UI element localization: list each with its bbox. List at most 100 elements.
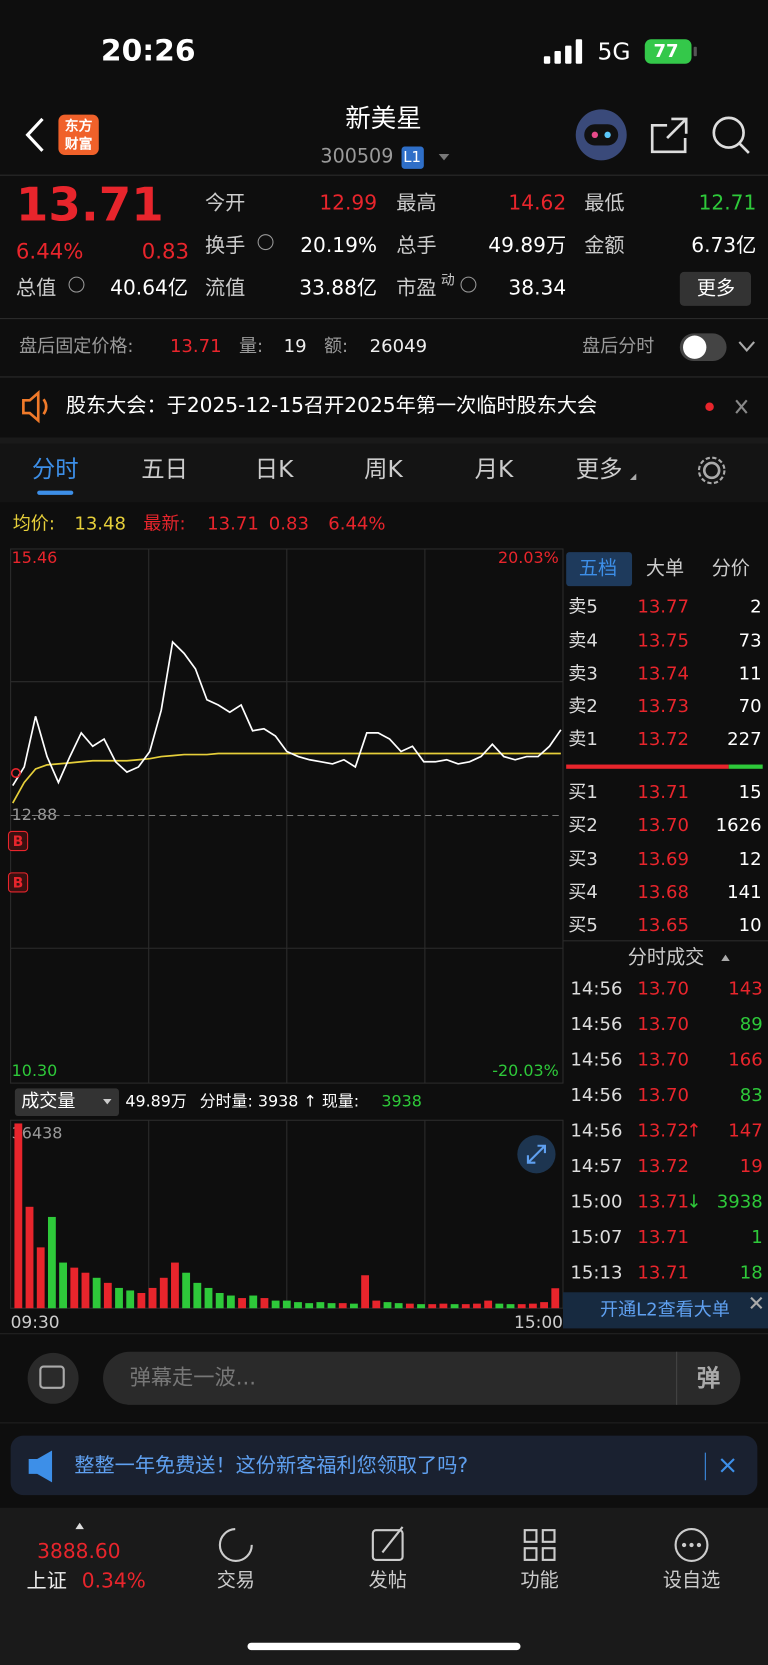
- collapse-icon[interactable]: [721, 954, 730, 961]
- close-ad[interactable]: [720, 1458, 735, 1473]
- more-button[interactable]: [679, 271, 752, 306]
- info-icon[interactable]: [257, 234, 274, 251]
- book-level: 卖2: [568, 696, 598, 717]
- index-arrow: [75, 1522, 84, 1530]
- trade-marker: B: [13, 875, 24, 891]
- volume-bar: [193, 1282, 202, 1309]
- notice[interactable]: 股东大会：于2025-12-15召开2025年第一次临时股东大会: [66, 393, 597, 417]
- book-volume: 12: [739, 849, 762, 870]
- trade-arrow: ↓: [686, 1191, 701, 1212]
- volume-bar: [473, 1303, 481, 1309]
- volume-selector[interactable]: [14, 1088, 119, 1117]
- trade-time: 15:00: [570, 1191, 622, 1212]
- volume-bar: [25, 1206, 34, 1309]
- volume-bar: [137, 1293, 146, 1309]
- toggle-knob: [683, 335, 707, 359]
- tab[interactable]: 五日: [141, 455, 188, 483]
- legend-item: 13.71: [207, 514, 259, 535]
- settings-gear: [697, 456, 726, 485]
- volume-bar: [260, 1298, 269, 1309]
- stat-value: 12.99: [319, 190, 377, 214]
- volume-bar: [394, 1303, 403, 1309]
- volume-bar: [461, 1304, 470, 1309]
- tab[interactable]: 分时: [32, 455, 79, 483]
- l2-banner[interactable]: 开通L2查看大单: [600, 1299, 730, 1320]
- stat-label: 流值: [205, 275, 245, 299]
- stat-value: 33.88亿: [299, 275, 377, 299]
- trade-volume: 83: [740, 1085, 763, 1106]
- price-line: [12, 752, 561, 804]
- stat-value: 49.89万: [488, 233, 566, 257]
- volume-tick-label: 36438: [12, 1124, 63, 1143]
- settings-button[interactable]: [702, 461, 721, 480]
- logo[interactable]: [58, 114, 99, 156]
- volume-bar: [204, 1287, 213, 1309]
- y2-tick-label: -20.03%: [492, 1061, 558, 1080]
- change-pct: 6.44%: [16, 240, 83, 265]
- trade-time: 14:56: [570, 979, 622, 1000]
- avatar-face: [584, 124, 619, 146]
- legend-item: 13.48: [74, 514, 126, 535]
- more-button-label[interactable]: 更多: [697, 276, 735, 299]
- comment-icon: [39, 1365, 65, 1389]
- tab[interactable]: 更多: [576, 455, 623, 483]
- megaphone-icon: [28, 1450, 53, 1483]
- tab[interactable]: 周K: [364, 455, 403, 483]
- expand-icon[interactable]: [738, 341, 755, 353]
- info-icon[interactable]: [68, 276, 85, 293]
- ad-banner[interactable]: [10, 1435, 758, 1496]
- stat-label: 金额: [584, 233, 624, 257]
- trade-price: 13.71: [637, 1227, 689, 1248]
- nav-item[interactable]: 功能: [520, 1569, 558, 1592]
- trade-price: 13.70: [637, 1050, 689, 1071]
- stat-label: 最高: [396, 190, 436, 214]
- comment-settings[interactable]: [27, 1352, 79, 1404]
- dropdown-icon[interactable]: [438, 153, 450, 161]
- volume-total: 49.89万: [125, 1092, 187, 1111]
- book-price: 13.70: [637, 815, 689, 836]
- legend-item: 均价:: [13, 514, 55, 535]
- book-tab[interactable]: 五档: [579, 557, 617, 580]
- volume-bar: [294, 1302, 302, 1309]
- search-button[interactable]: [712, 116, 745, 149]
- tab[interactable]: 日K: [255, 455, 294, 483]
- after-hours-price: 13.71: [170, 336, 222, 357]
- volume-bar: [271, 1300, 280, 1309]
- info-icon[interactable]: [460, 276, 477, 293]
- volume-bar: [70, 1267, 79, 1309]
- share-button[interactable]: [650, 117, 688, 154]
- book-tab[interactable]: 大单: [646, 557, 684, 580]
- close-l2[interactable]: [750, 1296, 763, 1309]
- tab[interactable]: 月K: [475, 455, 514, 483]
- trade-price: 13.70: [637, 979, 689, 1000]
- level: L1: [403, 148, 421, 166]
- danmaku-button[interactable]: 弹: [697, 1364, 720, 1392]
- trade-volume: 3938: [717, 1191, 763, 1212]
- comment-input[interactable]: [103, 1351, 741, 1405]
- book-price: 13.65: [637, 915, 689, 936]
- book-price: 13.68: [637, 882, 689, 903]
- stock-code: 300509: [320, 145, 393, 168]
- after-hours-amount: 26049: [370, 336, 427, 357]
- book-price: 13.75: [637, 630, 689, 651]
- comment-placeholder[interactable]: 弹幕走一波...: [130, 1365, 256, 1390]
- book-level: 卖3: [568, 663, 598, 684]
- back-button[interactable]: [25, 117, 44, 152]
- trade-volume: 18: [740, 1262, 763, 1283]
- l2-banner-bg[interactable]: [562, 1292, 768, 1329]
- volume-bar: [517, 1304, 526, 1309]
- index-pct: 0.34%: [82, 1569, 146, 1593]
- nav-item[interactable]: 交易: [217, 1569, 255, 1592]
- trade-volume: 166: [728, 1050, 762, 1071]
- nav-item[interactable]: 设自选: [663, 1569, 720, 1592]
- ad-text[interactable]: 整整一年免费送！这份新客福利您领取了吗?: [74, 1453, 468, 1477]
- logo-text: 财富: [65, 135, 93, 152]
- volume-bar: [495, 1303, 504, 1309]
- nav-item[interactable]: 发帖: [369, 1569, 407, 1592]
- bid-ratio-bar: [728, 764, 763, 769]
- close-notice[interactable]: [735, 399, 748, 414]
- volume-bar: [148, 1287, 157, 1309]
- trade-volume: 1: [751, 1227, 762, 1248]
- volume-selector-label[interactable]: 成交量: [21, 1091, 75, 1112]
- book-tab[interactable]: 分价: [712, 557, 750, 580]
